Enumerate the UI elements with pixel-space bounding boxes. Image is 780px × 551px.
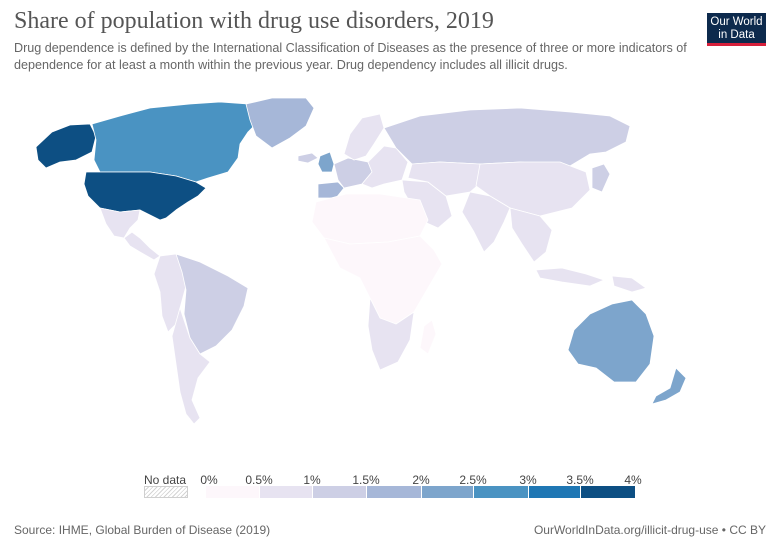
legend-tick: 1.5% bbox=[352, 473, 380, 487]
legend: No data 0% 0.5% 1% 1.5% 2% 2.5% 3% 3.5% … bbox=[0, 468, 780, 502]
legend-tick: 2% bbox=[412, 473, 430, 487]
logo-line-1: Our World bbox=[710, 16, 763, 28]
map-region-southeast-asia[interactable]: Southeast Asia bbox=[509, 207, 553, 263]
map-region-indonesia[interactable]: Indonesia bbox=[535, 267, 605, 287]
map-region-southern-africa[interactable]: Southern Africa bbox=[367, 297, 415, 371]
logo-line-2: in Data bbox=[718, 29, 755, 41]
legend-bin[interactable] bbox=[313, 486, 367, 498]
legend-bin[interactable] bbox=[422, 486, 474, 498]
map-region-eastern-europe[interactable]: Eastern Europe bbox=[361, 145, 409, 189]
legend-bin[interactable] bbox=[260, 486, 313, 498]
world-map: Alaska Canada Greenland Iceland United S… bbox=[0, 92, 780, 462]
map-region-new-zealand[interactable]: New Zealand bbox=[651, 367, 687, 405]
legend-bin[interactable] bbox=[529, 486, 581, 498]
map-region-russia[interactable]: Russia bbox=[383, 107, 631, 167]
map-region-alaska[interactable]: Alaska bbox=[35, 123, 97, 169]
legend-bin[interactable] bbox=[581, 486, 636, 498]
legend-tick: 4% bbox=[624, 473, 642, 487]
legend-tick: 2.5% bbox=[459, 473, 487, 487]
map-region-india[interactable]: India bbox=[461, 191, 511, 253]
logo-accent-bar bbox=[707, 43, 766, 46]
legend-bin[interactable] bbox=[474, 486, 529, 498]
map-region-papua-new-guinea[interactable]: Papua New Guinea bbox=[611, 275, 647, 293]
map-region-central-america[interactable]: Central America bbox=[123, 231, 161, 261]
map-region-sub-saharan-africa[interactable]: Sub-Saharan Africa bbox=[323, 235, 443, 325]
map-region-china[interactable]: China bbox=[475, 161, 591, 217]
legend-bin[interactable] bbox=[367, 486, 422, 498]
world-map-svg: Alaska Canada Greenland Iceland United S… bbox=[35, 97, 687, 425]
legend-tick: 1% bbox=[303, 473, 321, 487]
legend-bin[interactable] bbox=[206, 486, 260, 498]
map-region-greenland[interactable]: Greenland bbox=[245, 97, 315, 149]
map-region-united-kingdom[interactable]: United Kingdom bbox=[317, 151, 335, 173]
chart-subtitle: Drug dependence is defined by the Intern… bbox=[14, 41, 687, 72]
legend-tick: 3.5% bbox=[566, 473, 594, 487]
source-note: Source: IHME, Global Burden of Disease (… bbox=[14, 523, 271, 537]
owid-logo[interactable]: Our World in Data bbox=[707, 13, 766, 46]
chart-title: Share of population with drug use disord… bbox=[14, 8, 494, 34]
map-region-north-africa[interactable]: North Africa bbox=[311, 193, 429, 245]
legend-tick: 0.5% bbox=[245, 473, 273, 487]
map-region-iberia[interactable]: Iberia bbox=[317, 181, 345, 199]
map-region-iceland[interactable]: Iceland bbox=[297, 152, 319, 164]
no-data-swatch[interactable] bbox=[144, 486, 188, 498]
map-region-brazil[interactable]: Brazil bbox=[175, 253, 249, 355]
no-data-label: No data bbox=[144, 473, 187, 487]
map-region-japan[interactable]: Japan bbox=[591, 163, 611, 193]
map-region-mexico[interactable]: Mexico bbox=[99, 207, 141, 239]
legend-tick: 3% bbox=[519, 473, 537, 487]
map-region-united-states[interactable]: United States bbox=[83, 171, 207, 221]
credit-link[interactable]: OurWorldInData.org/illicit-drug-use • CC… bbox=[533, 523, 766, 537]
map-region-australia[interactable]: Australia bbox=[567, 299, 655, 383]
map-region-canada[interactable]: Canada bbox=[91, 101, 263, 183]
legend-tick: 0% bbox=[200, 473, 218, 487]
map-region-madagascar[interactable]: Madagascar bbox=[419, 319, 437, 355]
map-region-southern-cone[interactable]: Southern Cone bbox=[171, 307, 211, 425]
